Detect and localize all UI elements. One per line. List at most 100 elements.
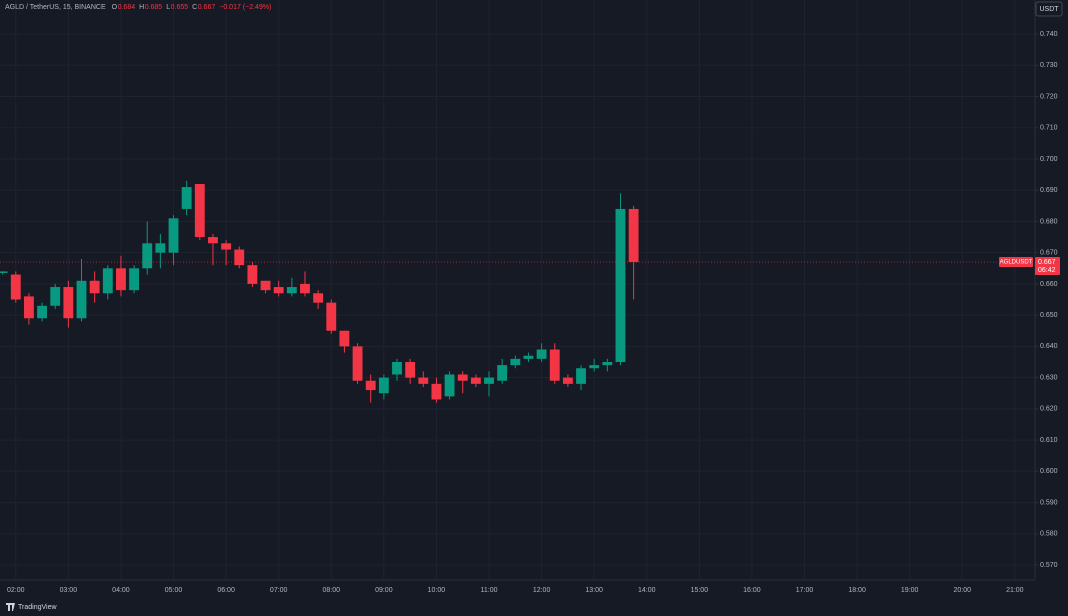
candle-body [181, 187, 192, 209]
ohlc-value: 0.684 [118, 4, 136, 11]
x-tick-label: 11:00 [481, 587, 498, 594]
candle-body [37, 305, 47, 319]
currency-button[interactable] [1035, 1, 1063, 17]
ohlc-key: O [112, 4, 118, 11]
ohlc-value: 0.685 [145, 4, 163, 11]
candle-body [10, 274, 21, 300]
y-tick-label: 0.740 [1040, 31, 1058, 38]
candle-body [602, 361, 613, 366]
candle-body [260, 280, 271, 291]
ohlc-key: H [139, 4, 144, 11]
footer [0, 598, 1068, 616]
candle-body [208, 237, 218, 244]
x-tick-label: 08:00 [323, 587, 341, 594]
candle-body [63, 287, 74, 319]
candle-body [102, 268, 113, 294]
candle-body [628, 208, 639, 263]
y-tick-label: 0.640 [1040, 343, 1058, 350]
candle-body [76, 280, 87, 319]
candle-body [168, 218, 179, 253]
y-tick-label: 0.620 [1040, 406, 1058, 413]
y-tick-label: 0.610 [1040, 437, 1058, 444]
y-tick-label: 0.590 [1040, 499, 1058, 506]
x-tick-label: 14:00 [638, 587, 656, 594]
y-tick-label: 0.700 [1040, 156, 1058, 163]
y-tick-label: 0.680 [1040, 218, 1058, 225]
symbol-badge [999, 257, 1033, 268]
candle-body [339, 330, 350, 347]
y-tick-label: 0.650 [1040, 312, 1058, 319]
candle-body [234, 249, 245, 266]
x-tick-label: 12:00 [533, 587, 551, 594]
candle-body [326, 302, 337, 331]
ohlc-value: 0.667 [198, 4, 216, 11]
y-tick-label: 0.630 [1040, 374, 1058, 381]
x-tick-label: 05:00 [165, 587, 183, 594]
x-tick-label: 16:00 [743, 587, 761, 594]
candle-body [457, 374, 468, 381]
price-badge-value: 0.667 [1038, 259, 1056, 266]
y-tick-label: 0.580 [1040, 531, 1058, 538]
x-tick-label: 09:00 [375, 587, 393, 594]
x-tick-label: 02:00 [7, 587, 25, 594]
candle-body [0, 271, 8, 273]
candle-body [418, 377, 429, 384]
candle-body [392, 361, 402, 375]
y-tick-label: 0.660 [1040, 281, 1058, 288]
x-tick-label: 21:00 [1006, 587, 1024, 594]
candle-body [470, 377, 481, 384]
candle-body [405, 361, 416, 378]
candle-body [352, 346, 363, 381]
x-tick-label: 06:00 [217, 587, 235, 594]
price-badge [1035, 257, 1060, 276]
currency-label[interactable]: USDT [1039, 6, 1059, 13]
x-tick-label: 17:00 [796, 587, 814, 594]
x-tick-label: 03:00 [60, 587, 78, 594]
candle-body [523, 355, 534, 359]
y-tick-label: 0.600 [1040, 468, 1058, 475]
x-tick-label: 13:00 [585, 587, 603, 594]
candle-body [313, 293, 324, 303]
x-tick-label: 15:00 [691, 587, 709, 594]
ohlc-value: 0.655 [171, 4, 189, 11]
y-tick-label: 0.690 [1040, 187, 1058, 194]
candle-body [589, 365, 600, 369]
price-badge-countdown: 06:42 [1038, 267, 1056, 274]
price-change: −0.017 (−2.49%) [219, 4, 271, 11]
x-tick-label: 18:00 [848, 587, 866, 594]
ohlc-key: L [166, 4, 170, 11]
candle-body [536, 349, 547, 359]
candle-body [497, 365, 508, 381]
ohlc-key: C [192, 4, 197, 11]
candle-body [129, 268, 140, 291]
x-tick-label: 07:00 [270, 587, 288, 594]
candle-body [549, 349, 560, 381]
candle-body [247, 265, 258, 284]
candle-body [576, 368, 586, 384]
x-tick-label: 04:00 [112, 587, 130, 594]
candle-body [484, 377, 494, 384]
brand-logo [6, 603, 15, 611]
candle-body [431, 383, 442, 400]
brand-name: TradingView [18, 604, 57, 611]
candle-body [273, 287, 284, 294]
y-tick-label: 0.570 [1040, 562, 1058, 569]
x-tick-label: 10:00 [428, 587, 446, 594]
candle-body [142, 243, 153, 269]
symbol-badge-label: AGLDUSDT [1000, 260, 1033, 266]
candle-body [50, 287, 61, 306]
y-tick-label: 0.730 [1040, 62, 1058, 69]
y-tick-label: 0.720 [1040, 93, 1058, 100]
candle-body [444, 374, 455, 397]
candle-body [300, 283, 310, 294]
candle-body [286, 287, 297, 294]
x-tick-label: 20:00 [953, 587, 971, 594]
candle-body [116, 268, 126, 291]
y-tick-label: 0.710 [1040, 125, 1058, 132]
symbol-info: AGLD / TetherUS, 15, BINANCE [5, 4, 106, 11]
candle-body [365, 380, 376, 391]
candle-body [562, 377, 573, 384]
candle-body [510, 358, 521, 366]
